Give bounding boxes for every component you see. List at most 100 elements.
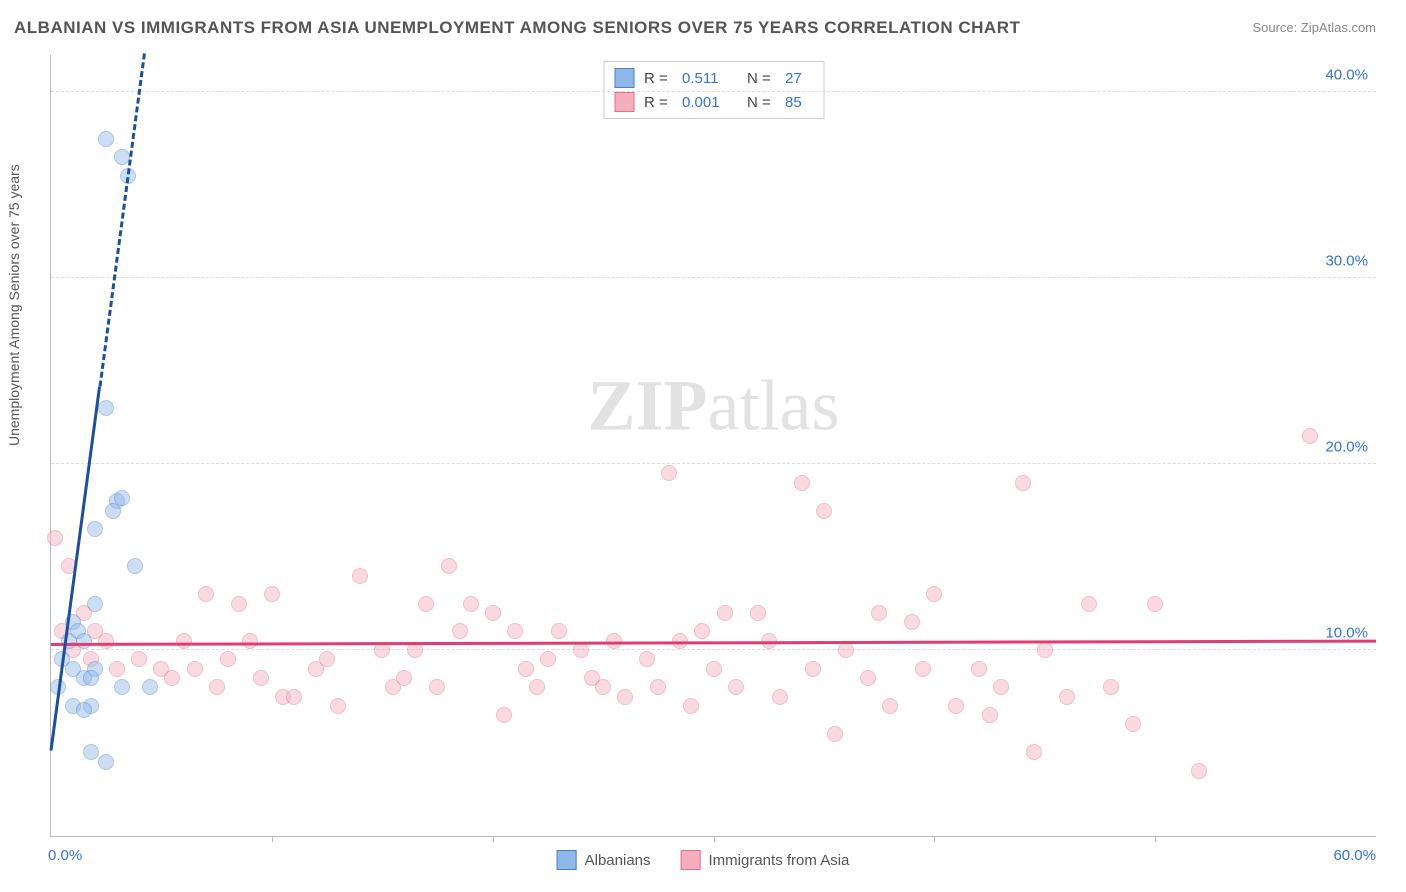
data-point xyxy=(805,661,821,677)
data-point xyxy=(319,651,335,667)
x-tick-min: 0.0% xyxy=(48,847,82,864)
data-point xyxy=(87,521,103,537)
data-point xyxy=(485,605,501,621)
r-label: R = xyxy=(644,70,672,87)
chart-plot-area: ZIPatlas R = 0.511 N = 27 R = 0.001 N = … xyxy=(50,55,1376,837)
watermark: ZIPatlas xyxy=(588,365,840,448)
data-point xyxy=(904,614,920,630)
data-point xyxy=(1059,689,1075,705)
data-point xyxy=(683,698,699,714)
data-point xyxy=(452,623,468,639)
trend-line xyxy=(98,53,145,387)
data-point xyxy=(76,702,92,718)
data-point xyxy=(83,670,99,686)
data-point xyxy=(231,596,247,612)
data-point xyxy=(164,670,180,686)
y-tick: 30.0% xyxy=(1325,253,1368,270)
data-point xyxy=(518,661,534,677)
data-point xyxy=(540,651,556,667)
swatch-albanians xyxy=(614,68,634,88)
n-label: N = xyxy=(747,94,775,111)
r-value-albanians: 0.511 xyxy=(682,70,737,87)
data-point xyxy=(595,679,611,695)
data-point xyxy=(529,679,545,695)
data-point xyxy=(242,633,258,649)
swatch-asia xyxy=(614,92,634,112)
data-point xyxy=(1015,475,1031,491)
data-point xyxy=(127,558,143,574)
swatch-albanians-icon xyxy=(557,850,577,870)
source-attribution: Source: ZipAtlas.com xyxy=(1252,20,1376,35)
gridline xyxy=(51,91,1376,92)
x-tick-max: 60.0% xyxy=(1333,847,1376,864)
data-point xyxy=(871,605,887,621)
data-point xyxy=(176,633,192,649)
data-point xyxy=(816,503,832,519)
data-point xyxy=(1103,679,1119,695)
n-value-albanians: 27 xyxy=(785,70,813,87)
data-point xyxy=(860,670,876,686)
data-point xyxy=(507,623,523,639)
data-point xyxy=(105,503,121,519)
data-point xyxy=(114,679,130,695)
data-point xyxy=(794,475,810,491)
data-point xyxy=(76,633,92,649)
data-point xyxy=(639,651,655,667)
data-point xyxy=(551,623,567,639)
r-value-asia: 0.001 xyxy=(682,94,737,111)
data-point xyxy=(83,744,99,760)
data-point xyxy=(264,586,280,602)
data-point xyxy=(418,596,434,612)
data-point xyxy=(1081,596,1097,612)
chart-title: ALBANIAN VS IMMIGRANTS FROM ASIA UNEMPLO… xyxy=(14,18,1020,38)
data-point xyxy=(1026,744,1042,760)
data-point xyxy=(98,400,114,416)
n-value-asia: 85 xyxy=(785,94,813,111)
legend-row-albanians: R = 0.511 N = 27 xyxy=(614,66,813,90)
data-point xyxy=(882,698,898,714)
data-point xyxy=(1037,642,1053,658)
data-point xyxy=(463,596,479,612)
data-point xyxy=(717,605,733,621)
data-point xyxy=(750,605,766,621)
data-point xyxy=(827,726,843,742)
data-point xyxy=(661,465,677,481)
legend-item-asia: Immigrants from Asia xyxy=(681,850,850,870)
x-tick-mark xyxy=(934,836,935,842)
legend-label-asia: Immigrants from Asia xyxy=(709,852,850,869)
data-point xyxy=(87,596,103,612)
data-point xyxy=(286,689,302,705)
trend-line xyxy=(50,387,102,751)
data-point xyxy=(187,661,203,677)
data-point xyxy=(728,679,744,695)
legend-row-asia: R = 0.001 N = 85 xyxy=(614,90,813,114)
data-point xyxy=(330,698,346,714)
y-axis-label: Unemployment Among Seniors over 75 years xyxy=(6,164,22,446)
data-point xyxy=(926,586,942,602)
data-point xyxy=(1191,763,1207,779)
data-point xyxy=(993,679,1009,695)
data-point xyxy=(441,558,457,574)
data-point xyxy=(772,689,788,705)
data-point xyxy=(131,651,147,667)
series-legend: Albanians Immigrants from Asia xyxy=(557,850,850,870)
data-point xyxy=(429,679,445,695)
data-point xyxy=(915,661,931,677)
data-point xyxy=(198,586,214,602)
data-point xyxy=(220,651,236,667)
data-point xyxy=(47,530,63,546)
data-point xyxy=(838,642,854,658)
gridline xyxy=(51,463,1376,464)
data-point xyxy=(1302,428,1318,444)
data-point xyxy=(396,670,412,686)
data-point xyxy=(98,131,114,147)
x-tick-mark xyxy=(714,836,715,842)
data-point xyxy=(109,661,125,677)
gridline xyxy=(51,277,1376,278)
data-point xyxy=(253,670,269,686)
data-point xyxy=(496,707,512,723)
data-point xyxy=(1147,596,1163,612)
y-tick: 20.0% xyxy=(1325,439,1368,456)
watermark-zip: ZIP xyxy=(588,366,708,446)
data-point xyxy=(98,754,114,770)
